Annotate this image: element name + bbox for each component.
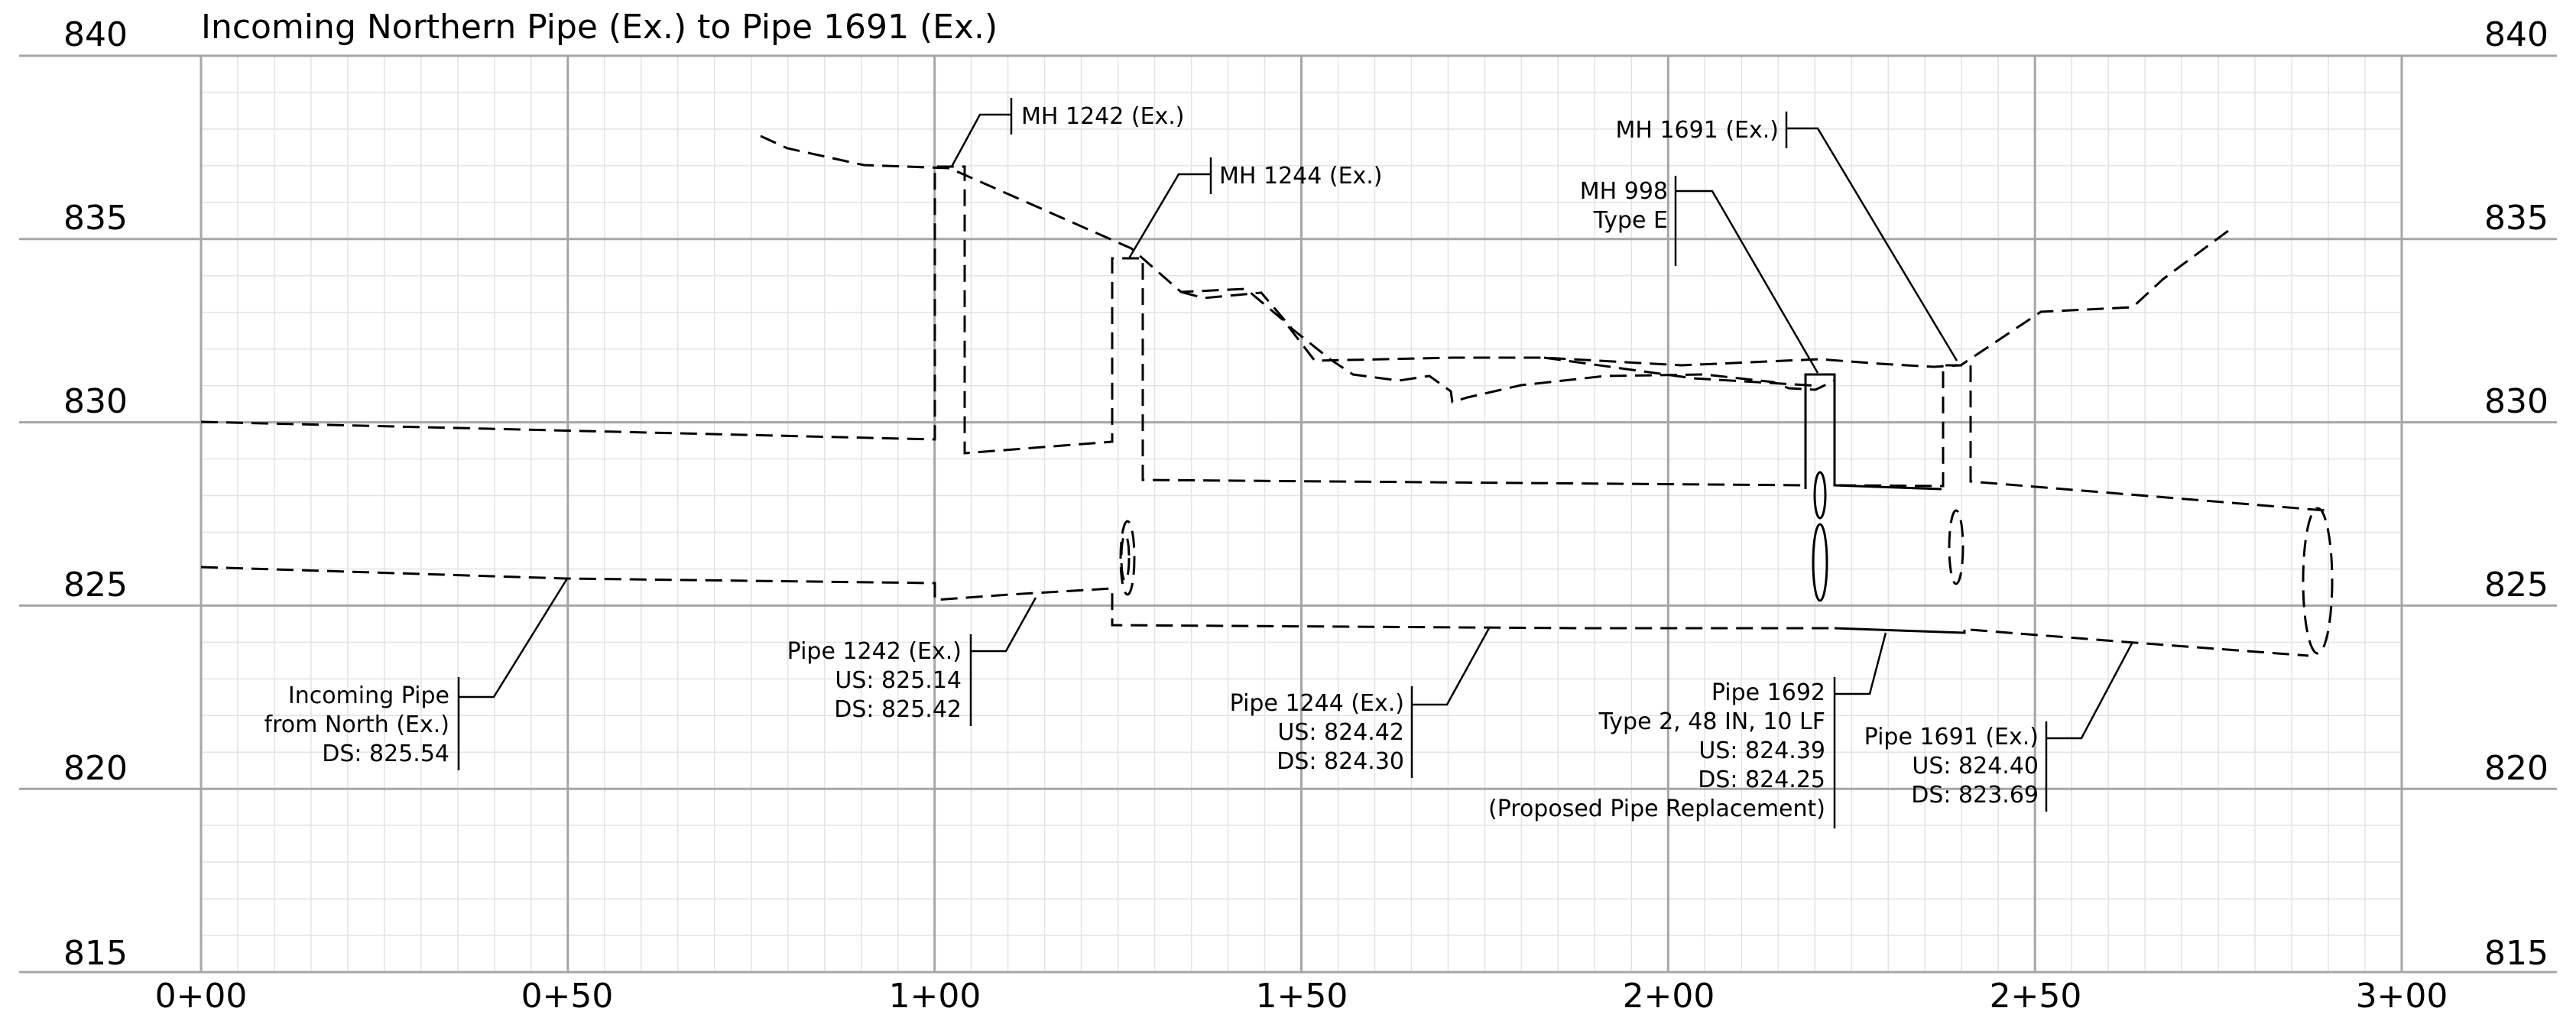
- profile-title: Incoming Northern Pipe (Ex.) to Pipe 169…: [201, 8, 998, 47]
- manhole-998-walls: [1804, 373, 1942, 491]
- callout-pipe1692: Pipe 1692 Type 2, 48 IN, 10 LF US: 824.3…: [1488, 679, 1825, 822]
- station-label: 2+50: [1990, 977, 2082, 1016]
- ground-surface: [760, 135, 2229, 404]
- elevation-axis-right: 840 835 830 825 820 815: [2484, 15, 2548, 973]
- invert-pipe-1692: [1834, 627, 1966, 634]
- callout-line: Type E: [1593, 207, 1668, 234]
- callout-incoming-pipe: Incoming Pipe from North (Ex.) DS: 825.5…: [264, 682, 449, 767]
- callout-line: DS: 824.25: [1698, 767, 1825, 793]
- station-label: 1+50: [1256, 977, 1348, 1016]
- station-label: 0+50: [521, 977, 614, 1016]
- callout-leaders: [457, 98, 2134, 828]
- callout-line: Pipe 1244 (Ex.): [1230, 690, 1404, 717]
- station-label: 2+00: [1623, 977, 1715, 1016]
- major-grid: [19, 54, 2557, 974]
- pipe-section-1244-inner: [1120, 533, 1131, 582]
- leader-pipe1244: [1412, 627, 1491, 706]
- elevation-label: 830: [63, 382, 128, 421]
- invert-pipe-1691: [1970, 628, 2309, 657]
- leader-pipe1691: [2046, 641, 2134, 740]
- ground-break-line: [1543, 356, 1820, 387]
- callout-line: Pipe 1242 (Ex.): [787, 638, 962, 665]
- callout-line: DS: 825.54: [322, 741, 449, 767]
- elevation-label: 835: [63, 199, 128, 238]
- leader-pipe1692: [1835, 632, 1887, 695]
- callout-line: MH 998: [1580, 178, 1668, 205]
- pipe-section-998-lower: [1812, 523, 1828, 602]
- leader-mh1244: [1127, 173, 1211, 259]
- callout-line: Incoming Pipe: [288, 682, 449, 709]
- callout-line: Type 2, 48 IN, 10 LF: [1598, 708, 1825, 735]
- callout-labels: MH 1242 (Ex.) MH 1244 (Ex.) MH 1691 (Ex.…: [264, 103, 2039, 822]
- callout-mh1242: MH 1242 (Ex.): [1021, 103, 1185, 130]
- pipe-section-1691: [1948, 509, 1964, 585]
- callout-mh998: MH 998 Type E: [1580, 178, 1668, 234]
- manhole-998-outline: [1804, 373, 1942, 491]
- callout-pipe1691: Pipe 1691 (Ex.) US: 824.40 DS: 823.69: [1864, 724, 2039, 809]
- elevation-axis-left: 840 835 830 825 820 815: [63, 15, 128, 973]
- pipe-invert-line: [200, 566, 2309, 657]
- elevation-label: 835: [2484, 199, 2548, 238]
- elevation-label: 820: [63, 749, 128, 788]
- callout-pipe1244: Pipe 1244 (Ex.) US: 824.42 DS: 824.30: [1230, 690, 1404, 775]
- elevation-label: 815: [63, 934, 128, 973]
- existing-ground-line: [760, 135, 2229, 368]
- callout-line: DS: 823.69: [1911, 782, 2039, 809]
- callout-line: DS: 824.30: [1277, 748, 1404, 775]
- elevation-label: 815: [2484, 934, 2548, 973]
- elevation-label: 820: [2484, 749, 2548, 788]
- leader-mh1242: [950, 113, 1011, 167]
- callout-line: US: 824.42: [1277, 719, 1404, 746]
- leader-mh998: [1676, 190, 1819, 374]
- station-axis: 0+00 0+50 1+00 1+50 2+00 2+50 3+00: [155, 977, 2448, 1016]
- pipe-crown-path: [200, 165, 2326, 512]
- elevation-label: 825: [63, 566, 128, 604]
- pipe-section-outlet: [2302, 507, 2334, 655]
- leader-incoming-pipe: [459, 578, 569, 698]
- callout-mh1691: MH 1691 (Ex.): [1615, 117, 1779, 144]
- leader-mh1691: [1786, 127, 1958, 361]
- pipe-section-998-upper: [1813, 471, 1827, 520]
- callout-line: US: 824.39: [1698, 737, 1825, 764]
- elevation-label: 840: [63, 15, 128, 54]
- invert-incoming-1244: [200, 566, 1835, 630]
- station-label: 3+00: [2356, 977, 2448, 1016]
- callout-pipe1242: Pipe 1242 (Ex.) US: 825.14 DS: 825.42: [787, 638, 962, 723]
- elevation-label: 840: [2484, 15, 2548, 54]
- pipe-sections: [1119, 471, 2334, 655]
- station-label: 0+00: [155, 977, 248, 1016]
- pipe-crown-line: [200, 165, 2326, 512]
- elevation-label: 825: [2484, 566, 2548, 604]
- callout-line: DS: 825.42: [834, 696, 962, 723]
- callout-line: from North (Ex.): [264, 711, 449, 738]
- elevation-label: 830: [2484, 382, 2548, 421]
- callout-line: Pipe 1692: [1711, 679, 1825, 706]
- callout-line: US: 825.14: [835, 667, 962, 694]
- station-label: 1+00: [889, 977, 981, 1016]
- callout-mh1244: MH 1244 (Ex.): [1219, 163, 1383, 190]
- pipe-section-1244: [1119, 520, 1136, 596]
- callout-line: (Proposed Pipe Replacement): [1488, 796, 1825, 822]
- callout-line: Pipe 1691 (Ex.): [1864, 724, 2039, 750]
- callout-line: US: 824.40: [1912, 753, 2039, 780]
- leader-pipe1242: [971, 597, 1037, 653]
